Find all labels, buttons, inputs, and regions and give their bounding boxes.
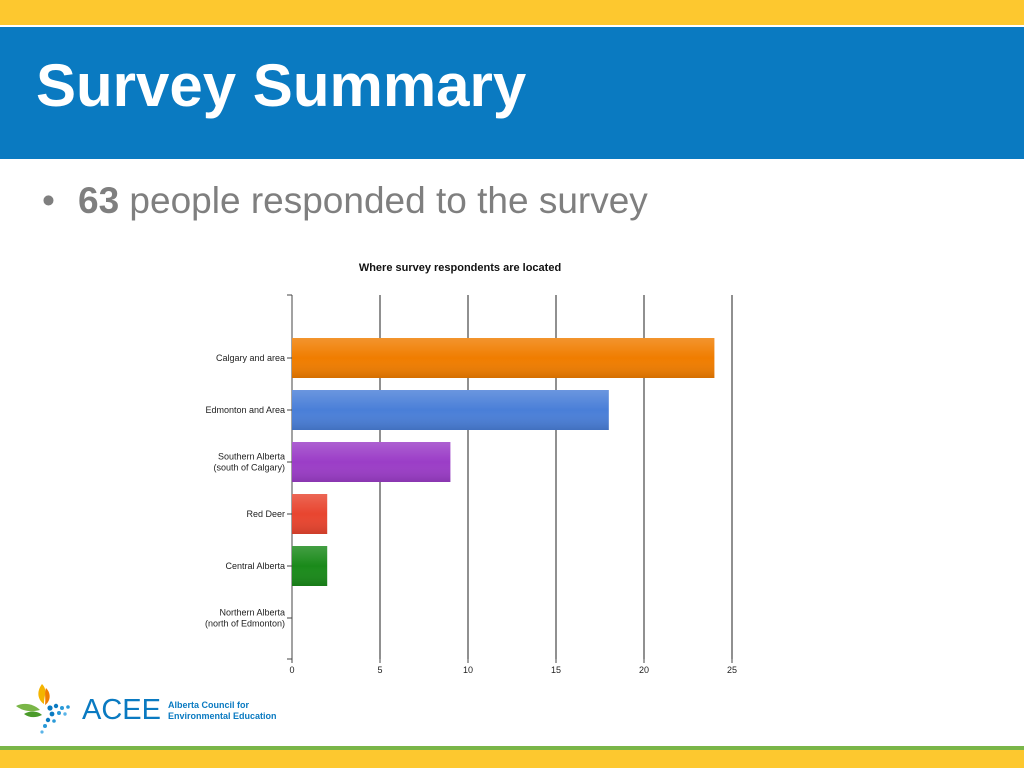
top-accent-stripe (0, 0, 1024, 25)
x-tick-label: 10 (463, 665, 473, 675)
category-label: Northern Alberta (219, 608, 285, 618)
slide-title: Survey Summary (36, 52, 527, 119)
bullet-icon: • (42, 180, 55, 221)
x-tick-label: 20 (639, 665, 649, 675)
respondent-count: 63 (78, 180, 120, 221)
category-label: Edmonton and Area (205, 405, 285, 415)
x-tick-label: 0 (289, 665, 294, 675)
x-tick-label: 5 (377, 665, 382, 675)
bar-shading (292, 546, 328, 586)
chart-title: Where survey respondents are located (359, 262, 561, 274)
logo-name-line-2: Environmental Education (168, 711, 277, 721)
bullet-text: people responded to the survey (119, 180, 648, 221)
bottom-green-stripe (0, 746, 1024, 750)
bar-shading (292, 494, 328, 534)
logo-name-line-1: Alberta Council for (168, 700, 250, 710)
bottom-yellow-stripe (0, 750, 1024, 768)
bar-shading (292, 442, 451, 482)
category-label: Central Alberta (225, 561, 285, 571)
category-label: (south of Calgary) (213, 463, 285, 473)
bar-shading (292, 390, 609, 430)
category-label: (north of Edmonton) (205, 619, 285, 629)
logo-acronym: ACEE (82, 694, 161, 726)
category-label: Southern Alberta (218, 452, 285, 462)
bar-shading (292, 338, 715, 378)
x-tick-label: 15 (551, 665, 561, 675)
logo-full-name: Alberta Council for Environmental Educat… (168, 700, 308, 722)
acee-leaf-water-icon (16, 684, 70, 734)
title-bar: Survey Summary (0, 25, 1024, 159)
acee-logo: ACEE Alberta Council for Environmental E… (14, 680, 314, 740)
category-label: Calgary and area (216, 353, 285, 363)
bullet-point: • 63 people responded to the survey (42, 180, 648, 222)
x-tick-label: 25 (727, 665, 737, 675)
category-label: Red Deer (246, 509, 285, 519)
